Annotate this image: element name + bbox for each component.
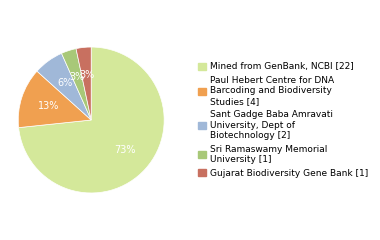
Text: 6%: 6% (57, 78, 72, 88)
Wedge shape (62, 49, 91, 120)
Text: 73%: 73% (114, 145, 136, 155)
Text: 13%: 13% (38, 101, 59, 111)
Text: 3%: 3% (70, 72, 85, 82)
Wedge shape (76, 47, 91, 120)
Wedge shape (18, 71, 91, 128)
Wedge shape (37, 53, 91, 120)
Legend: Mined from GenBank, NCBI [22], Paul Hebert Centre for DNA
Barcoding and Biodiver: Mined from GenBank, NCBI [22], Paul Hebe… (196, 61, 370, 179)
Wedge shape (19, 47, 164, 193)
Text: 3%: 3% (79, 70, 94, 80)
